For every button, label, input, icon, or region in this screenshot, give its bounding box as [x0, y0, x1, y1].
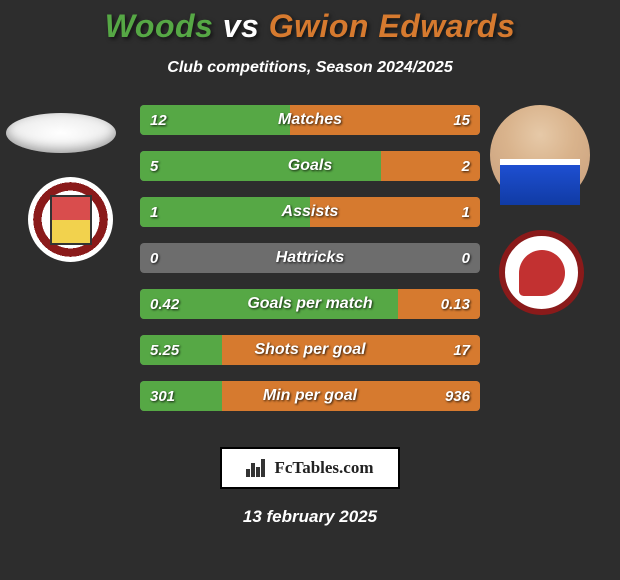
stat-label: Assists [140, 197, 480, 227]
stat-label: Goals [140, 151, 480, 181]
stat-value-right: 17 [443, 335, 480, 365]
stat-label: Shots per goal [140, 335, 480, 365]
club-badge-right [499, 230, 584, 315]
stat-row: Matches12 15 [140, 105, 480, 135]
title-vs: vs [223, 8, 269, 44]
stat-value-left: 12 [140, 105, 177, 135]
stat-row: Goals per match0.42 0.13 [140, 289, 480, 319]
stat-value-left: 0.42 [140, 289, 189, 319]
club-badge-left [28, 177, 113, 262]
stat-row: Goals5 2 [140, 151, 480, 181]
stat-label: Min per goal [140, 381, 480, 411]
season-subtitle: Club competitions, Season 2024/2025 [0, 59, 620, 77]
stat-value-left: 0 [140, 243, 168, 273]
stat-value-right: 0.13 [431, 289, 480, 319]
brand-text: FcTables.com [274, 458, 373, 478]
stat-value-right: 2 [452, 151, 480, 181]
brand-chart-icon [246, 459, 268, 477]
stat-label: Goals per match [140, 289, 480, 319]
stat-value-right: 1 [452, 197, 480, 227]
stat-value-left: 1 [140, 197, 168, 227]
stat-value-right: 936 [435, 381, 480, 411]
stat-row: Assists1 1 [140, 197, 480, 227]
stat-value-left: 5.25 [140, 335, 189, 365]
stat-value-left: 5 [140, 151, 168, 181]
stat-row: Hattricks0 0 [140, 243, 480, 273]
stat-value-left: 301 [140, 381, 185, 411]
player-right-avatar [490, 105, 590, 205]
player-right-name: Gwion Edwards [269, 8, 516, 44]
brand-logo: FcTables.com [220, 447, 400, 489]
stat-value-right: 15 [443, 105, 480, 135]
comparison-title: Woods vs Gwion Edwards [0, 0, 620, 45]
stat-label: Hattricks [140, 243, 480, 273]
stat-row: Shots per goal5.25 17 [140, 335, 480, 365]
stat-label: Matches [140, 105, 480, 135]
stat-value-right: 0 [452, 243, 480, 273]
player-left-name: Woods [105, 8, 214, 44]
stat-row: Min per goal301 936 [140, 381, 480, 411]
stat-bars-container: Matches12 15 Goals5 2 Assists1 1 Hattricks0 0 Go… [140, 105, 480, 427]
player-left-avatar [6, 113, 116, 153]
footer-date: 13 february 2025 [0, 507, 620, 527]
comparison-stage: Matches12 15 Goals5 2 Assists1 1 Hattricks0 0 Go… [0, 105, 620, 425]
